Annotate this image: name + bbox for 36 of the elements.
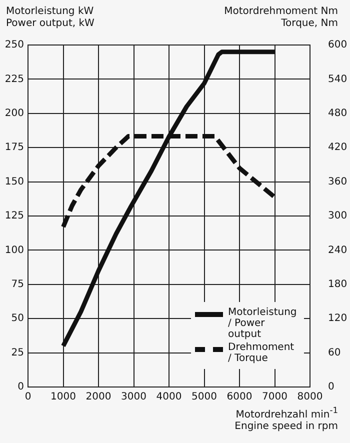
y-tick-label: 125 — [4, 210, 24, 222]
y-tick-label: 0 — [18, 382, 24, 393]
y2-tick-label: 420 — [328, 142, 348, 154]
y2-tick-label: 240 — [328, 244, 348, 256]
y2-tick-label: 360 — [328, 176, 348, 188]
x-tick-label: 4000 — [156, 392, 182, 403]
x-tick-label: 6000 — [226, 392, 252, 403]
x-tick-label: 0 — [24, 392, 32, 403]
y-tick-label: 100 — [4, 244, 24, 256]
y-tick-label: 50 — [11, 313, 24, 324]
y2-tick-label: 300 — [328, 210, 348, 222]
y-tick-label: 175 — [4, 142, 24, 154]
y2-tick-label: 60 — [328, 347, 341, 358]
y2-axis-title: Motordrehmoment Nm Torque, Nm — [224, 6, 338, 30]
y2-tick-label: 120 — [328, 313, 348, 324]
y2-tick-label: 180 — [328, 278, 348, 290]
x-tick-label: 7000 — [262, 392, 288, 403]
x-tick-label: 2000 — [86, 392, 112, 403]
legend-label: Drehmoment / Torque — [228, 342, 296, 364]
x-tick-label: 1000 — [50, 392, 76, 403]
y-tick-label: 25 — [11, 347, 24, 358]
legend-label: Motorleistung / Power output — [228, 307, 298, 340]
y2-tick-label: 600 — [328, 40, 348, 51]
y-tick-label: 200 — [4, 108, 24, 119]
x-tick-label: 3000 — [121, 392, 146, 403]
y-tick-label: 150 — [4, 176, 24, 188]
x-tick-label: 5000 — [192, 392, 217, 403]
x-tick-label: 8000 — [297, 392, 323, 403]
y-tick-label: 225 — [4, 74, 24, 85]
x-axis-title: Motordrehzahl min$^{-1}$ Engine speed in rpm — [234, 404, 338, 433]
y-tick-label: 250 — [4, 40, 24, 51]
y2-tick-label: 480 — [328, 108, 348, 119]
y2-tick-label: 540 — [328, 74, 348, 85]
y-axis-title: Motorleistung kW Power output, kW — [6, 6, 94, 30]
y2-tick-label: 0 — [328, 382, 334, 393]
y-tick-label: 75 — [11, 278, 24, 290]
